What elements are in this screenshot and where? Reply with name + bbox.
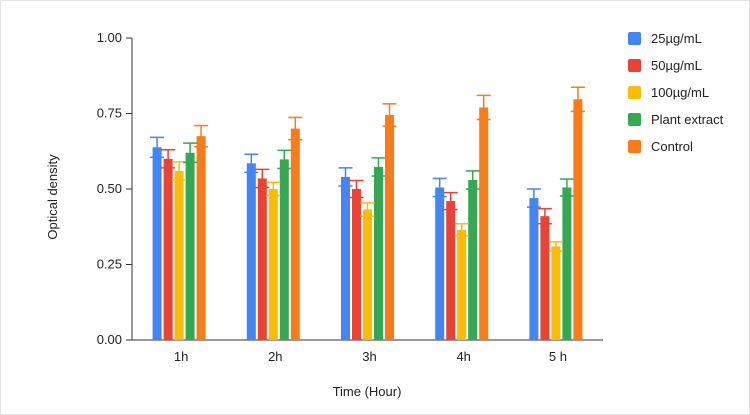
y-tick-label: 0.75 [97, 106, 122, 121]
bar [435, 187, 445, 340]
legend-label: 25µg/mL [651, 31, 702, 46]
bar [551, 246, 561, 340]
legend-swatch [628, 140, 641, 153]
legend-label: 100µg/mL [651, 85, 709, 100]
legend-swatch [628, 59, 641, 72]
x-tick-label: 5 h [549, 349, 567, 364]
legend-swatch [628, 86, 641, 99]
bar [279, 159, 289, 340]
legend-label: Plant extract [651, 112, 724, 127]
bar [529, 198, 539, 340]
bar [163, 158, 173, 340]
x-axis: 1h 2h 3h 4h 5 h [132, 339, 603, 364]
x-tick-label: 3h [362, 349, 376, 364]
y-axis: 0.00 0.25 0.50 0.75 1.00 [97, 30, 133, 347]
y-tick-label: 0.25 [97, 257, 122, 272]
bar [385, 115, 394, 340]
bar [246, 163, 256, 340]
x-axis-title: Time (Hour) [333, 384, 402, 399]
x-tick-label: 1h [174, 349, 188, 364]
bar [479, 107, 489, 341]
bar [446, 201, 456, 340]
y-tick-label: 0.50 [97, 181, 122, 196]
bar [562, 187, 572, 340]
y-axis-title: Optical density [45, 154, 60, 240]
bar [185, 152, 195, 340]
bar [352, 189, 361, 340]
x-tick-label: 2h [268, 349, 282, 364]
x-tick-label: 4h [456, 349, 470, 364]
bar [573, 99, 583, 340]
bar [196, 136, 206, 340]
y-tick-label: 0.00 [97, 332, 122, 347]
legend-label: Control [651, 139, 693, 154]
legend-label: 50µg/mL [651, 58, 702, 73]
bar [540, 216, 550, 340]
y-tick-label: 1.00 [97, 30, 122, 45]
bar [152, 147, 162, 340]
bar [257, 178, 267, 340]
bar [268, 189, 278, 340]
bar [457, 229, 467, 340]
bar [290, 128, 300, 340]
bar [468, 179, 478, 340]
bar [374, 166, 383, 340]
bar [363, 209, 372, 340]
bar [174, 170, 184, 340]
bars [152, 99, 583, 341]
legend-swatch [628, 113, 641, 126]
legend: 25µg/mL 50µg/mL 100µg/mL Plant extract Contr… [628, 31, 724, 154]
error-bars [150, 86, 585, 252]
legend-swatch [628, 32, 641, 45]
bar [341, 176, 350, 340]
